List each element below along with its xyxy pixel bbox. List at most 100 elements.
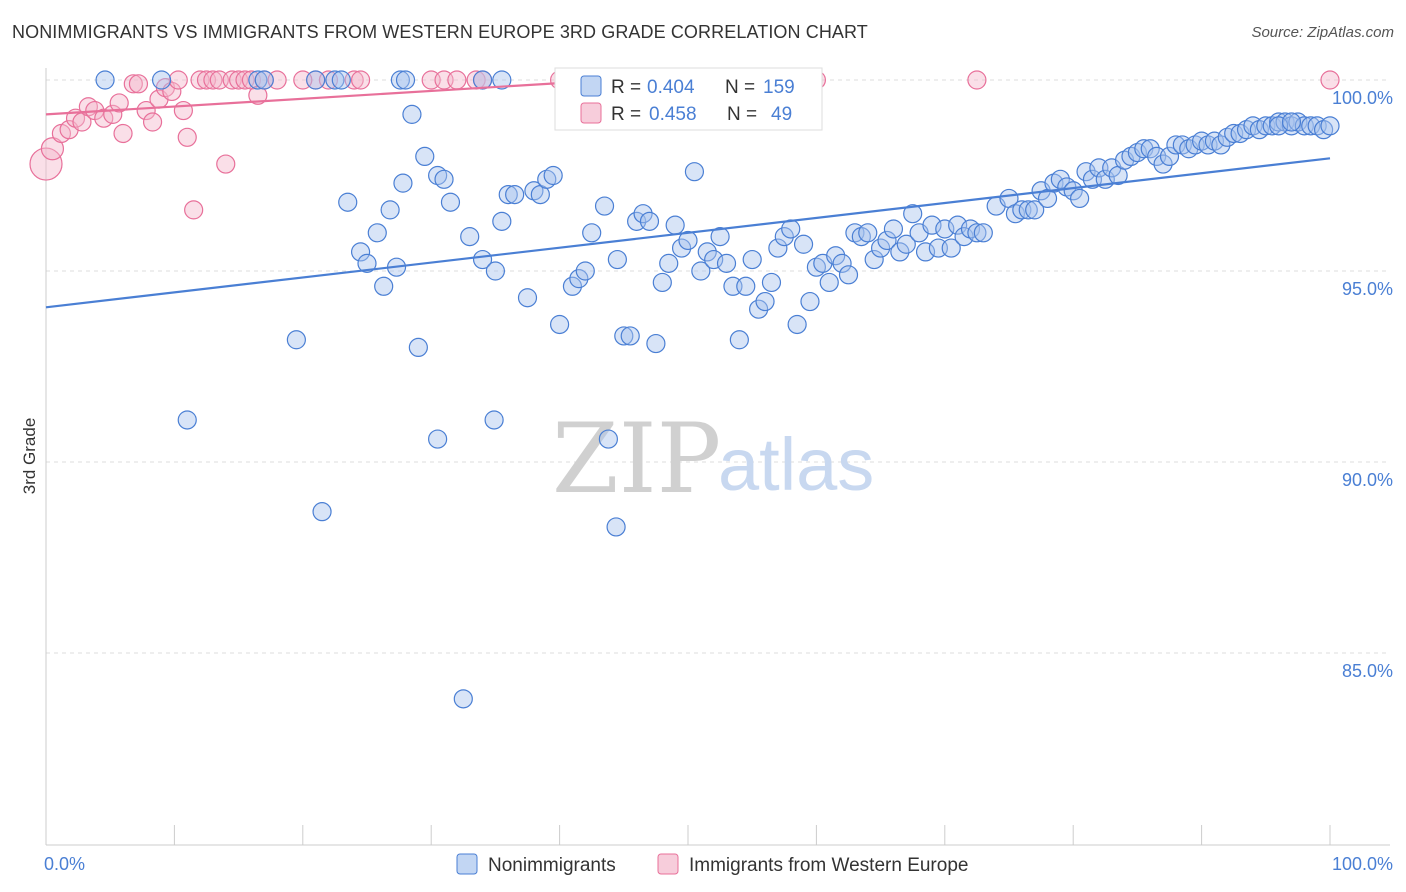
legend-n-label-pink: N = xyxy=(727,104,757,125)
blue-point-48 xyxy=(646,333,666,354)
blue-point-24 xyxy=(440,192,461,212)
pink-point-38 xyxy=(350,70,371,90)
blue-point-105 xyxy=(1025,200,1045,220)
blue-point-28 xyxy=(492,211,512,231)
blue-point-104 xyxy=(1018,200,1038,220)
blue-point-59 xyxy=(716,253,737,273)
blue-point-11 xyxy=(492,70,512,90)
blue-point-55 xyxy=(691,261,711,281)
blue-point-91 xyxy=(922,215,942,235)
trend-line-immigrants xyxy=(45,78,612,116)
trend-lines xyxy=(45,78,1331,309)
watermark-atlas: atlas xyxy=(718,423,874,506)
legend-swatch-blue xyxy=(580,75,602,97)
pink-point-12 xyxy=(123,74,143,94)
blue-point-27 xyxy=(485,261,505,281)
blue-point-38 xyxy=(569,269,589,289)
blue-point-83 xyxy=(870,238,891,258)
blue-point-75 xyxy=(819,272,839,293)
blue-point-86 xyxy=(890,242,910,262)
blue-point-47 xyxy=(639,211,660,231)
blue-point-160 xyxy=(598,429,618,449)
legend-swatch-pink xyxy=(580,102,602,124)
bottom-legend-swatch-immigrants xyxy=(657,853,679,875)
pink-point-27 xyxy=(216,154,236,174)
blue-point-155 xyxy=(286,330,306,350)
blue-point-23 xyxy=(434,169,454,189)
blue-point-126 xyxy=(1159,146,1180,166)
blue-point-94 xyxy=(941,238,961,258)
blue-point-30 xyxy=(505,185,525,205)
x-tick-label-0: 0.0% xyxy=(44,854,85,874)
blue-point-35 xyxy=(543,165,563,186)
blue-point-82 xyxy=(864,249,884,270)
blue-point-63 xyxy=(742,249,762,270)
blue-point-87 xyxy=(896,234,916,254)
blue-point-29 xyxy=(498,185,518,205)
watermark: ZIP atlas xyxy=(552,403,874,515)
bottom-legend: Nonimmigrants Immigrants from Western Eu… xyxy=(456,853,968,876)
pink-point-10 xyxy=(109,93,129,113)
blue-point-13 xyxy=(350,242,371,262)
blue-point-136 xyxy=(1224,123,1244,144)
blue-point-84 xyxy=(877,230,897,251)
blue-point-14 xyxy=(357,253,377,273)
x-tick-label-1: 100.0% xyxy=(1332,854,1393,874)
blue-point-111 xyxy=(1063,181,1083,201)
blue-point-7 xyxy=(395,70,416,90)
blue-point-151 xyxy=(1320,116,1340,136)
series-immigrants-points xyxy=(29,70,1340,220)
blue-point-72 xyxy=(800,291,820,312)
y-tick-label-3: 85.0% xyxy=(1342,661,1393,681)
blue-point-42 xyxy=(607,249,627,270)
legend-n-value-blue: 159 xyxy=(763,77,795,98)
blue-point-153 xyxy=(1281,112,1302,132)
blue-point-148 xyxy=(1301,116,1321,136)
inset-legend: R = 0.404 N = 159 R = 0.458 N = 49 xyxy=(554,67,823,131)
blue-point-10 xyxy=(254,70,274,90)
blue-point-25 xyxy=(460,227,480,247)
blue-point-12 xyxy=(338,192,358,212)
blue-point-113 xyxy=(1076,162,1096,182)
blue-point-1 xyxy=(151,70,172,90)
blue-point-81 xyxy=(858,223,878,243)
blue-point-53 xyxy=(678,230,698,251)
blue-point-31 xyxy=(517,288,538,308)
pink-point-13 xyxy=(128,74,149,94)
pink-point-25 xyxy=(203,70,223,90)
blue-point-77 xyxy=(832,253,852,273)
blue-point-88 xyxy=(903,204,923,224)
blue-point-98 xyxy=(967,223,987,243)
blue-point-95 xyxy=(948,215,968,235)
blue-point-158 xyxy=(428,429,448,449)
blue-point-109 xyxy=(1050,169,1070,189)
blue-point-15 xyxy=(367,223,387,243)
bottom-legend-nonimmigrants: Nonimmigrants xyxy=(488,855,616,876)
blue-point-49 xyxy=(652,272,672,293)
blue-point-50 xyxy=(659,253,679,273)
blue-point-71 xyxy=(793,234,814,254)
blue-point-162 xyxy=(453,689,473,709)
pink-point-20 xyxy=(173,100,193,121)
blue-point-6 xyxy=(390,70,410,90)
blue-point-39 xyxy=(575,261,595,281)
blue-point-66 xyxy=(761,272,782,293)
blue-point-152 xyxy=(1269,116,1289,136)
blue-point-3 xyxy=(306,70,326,90)
blue-point-0 xyxy=(95,70,115,90)
blue-point-54 xyxy=(684,162,705,182)
axes xyxy=(45,68,1390,846)
legend-n-value-pink: 49 xyxy=(771,104,792,125)
blue-point-8 xyxy=(472,70,493,90)
blue-point-16 xyxy=(374,276,394,296)
blue-point-41 xyxy=(594,196,615,216)
chart-source: Source: ZipAtlas.com xyxy=(1251,24,1394,41)
blue-point-36 xyxy=(549,314,570,335)
legend-r-value-blue: 0.404 xyxy=(647,77,695,98)
blue-point-67 xyxy=(768,238,788,258)
blue-point-62 xyxy=(736,276,756,296)
y-tick-labels: 100.0% 95.0% 90.0% 85.0% xyxy=(1332,88,1393,681)
blue-point-85 xyxy=(883,219,904,239)
blue-point-112 xyxy=(1070,188,1090,209)
legend-r-label-blue: R = xyxy=(611,77,641,98)
